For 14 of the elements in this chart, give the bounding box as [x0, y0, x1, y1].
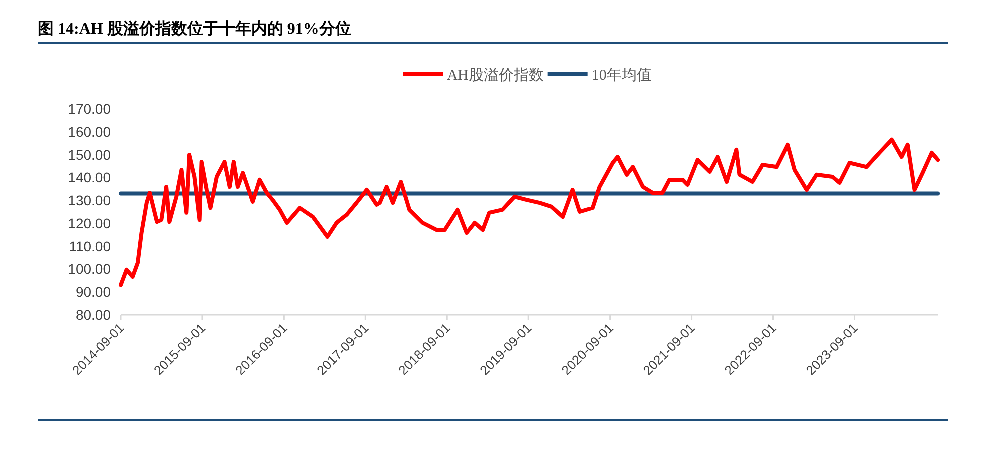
y-tick-label: 130.00 [68, 192, 112, 209]
y-tick-label: 100.00 [68, 261, 112, 278]
y-tick-label: 170.00 [68, 101, 112, 117]
line-series [119, 138, 940, 288]
legend-label: 10年均值 [592, 67, 652, 84]
y-tick-label: 110.00 [69, 238, 112, 254]
y-tick-label: 150.00 [68, 146, 112, 163]
y-tick-label: 160.00 [68, 124, 112, 140]
y-tick-label: 140.00 [68, 170, 112, 186]
y-tick-label: 80.00 [76, 307, 112, 323]
y-tick-label: 90.00 [76, 284, 112, 300]
legend-label: AH股溢价指数 [447, 67, 544, 84]
chart-title: 图 14:AH 股溢价指数位于十年内的 91%分位 [38, 20, 352, 38]
y-tick-label: 120.00 [68, 215, 112, 232]
